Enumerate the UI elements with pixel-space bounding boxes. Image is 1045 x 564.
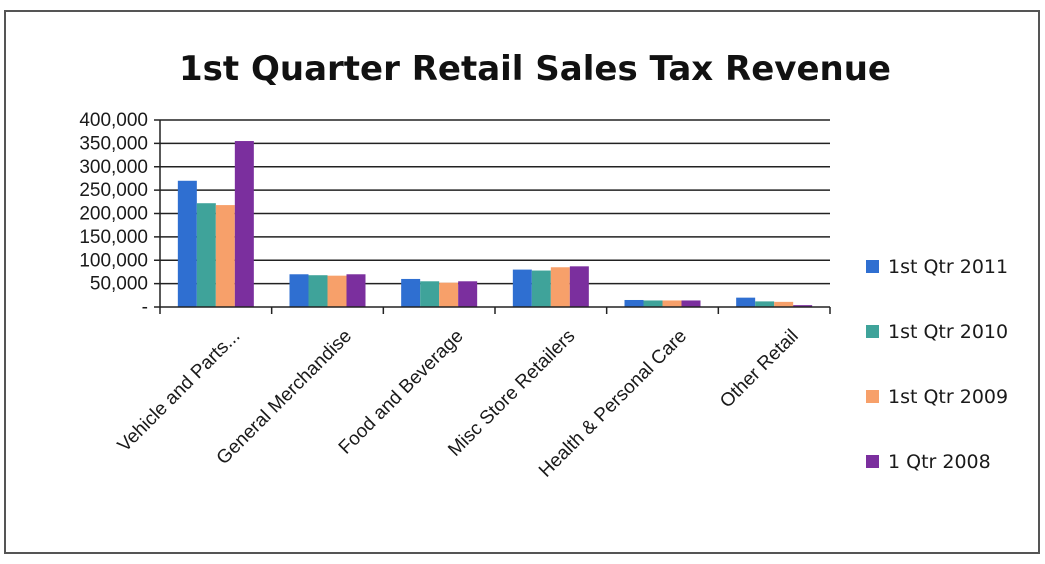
y-tick-label: 400,000 [79, 110, 148, 131]
bar [624, 299, 644, 307]
y-tick-label: - [142, 297, 148, 318]
legend-label: 1 Qtr 2008 [888, 451, 991, 473]
y-tick-label: 200,000 [79, 204, 148, 225]
legend-swatch [866, 390, 879, 403]
bars [177, 141, 813, 307]
bar [346, 274, 366, 307]
legend-swatch [866, 260, 879, 273]
y-tick-label: 150,000 [79, 227, 148, 248]
bar [401, 278, 421, 307]
y-tick-label: 50,000 [90, 274, 148, 295]
legend-swatch [866, 455, 879, 468]
x-axis: Vehicle and Parts...General MerchandiseF… [114, 306, 831, 482]
bar [420, 281, 440, 307]
chart-title: 1st Quarter Retail Sales Tax Revenue [179, 49, 891, 89]
bar [439, 282, 459, 307]
grid-lines [160, 119, 830, 285]
y-tick-label: 250,000 [79, 180, 148, 201]
bar [662, 300, 682, 307]
bar [793, 305, 813, 307]
bar [643, 300, 663, 307]
bar [531, 270, 551, 307]
legend-label: 1st Qtr 2011 [888, 256, 1008, 278]
bar [327, 275, 347, 307]
bar [681, 300, 701, 307]
bar [215, 205, 235, 307]
bar [308, 275, 328, 307]
y-tick-label: 300,000 [79, 157, 148, 178]
bar [774, 301, 794, 307]
legend-label: 1st Qtr 2009 [888, 386, 1008, 408]
x-tick-label: Misc Store Retailers [444, 326, 579, 461]
bar [458, 281, 478, 307]
bar [736, 297, 756, 307]
x-tick-label: Food and Beverage [335, 326, 468, 459]
bar [289, 274, 309, 307]
bar [755, 301, 775, 307]
bar [196, 203, 216, 307]
legend-label: 1st Qtr 2010 [888, 321, 1008, 343]
bar [512, 269, 532, 307]
y-tick-label: 100,000 [79, 250, 148, 271]
x-tick-label: Other Retail [716, 326, 803, 413]
legend: 1st Qtr 2011 1st Qtr 2010 1st Qtr 2009 1 Qt… [866, 256, 1008, 473]
bar [234, 141, 254, 307]
bar [177, 180, 197, 307]
y-tick-label: 350,000 [79, 133, 148, 154]
legend-swatch [866, 325, 879, 338]
x-tick-label: Vehicle and Parts... [114, 326, 245, 457]
bar [550, 267, 570, 307]
bar [569, 266, 589, 307]
